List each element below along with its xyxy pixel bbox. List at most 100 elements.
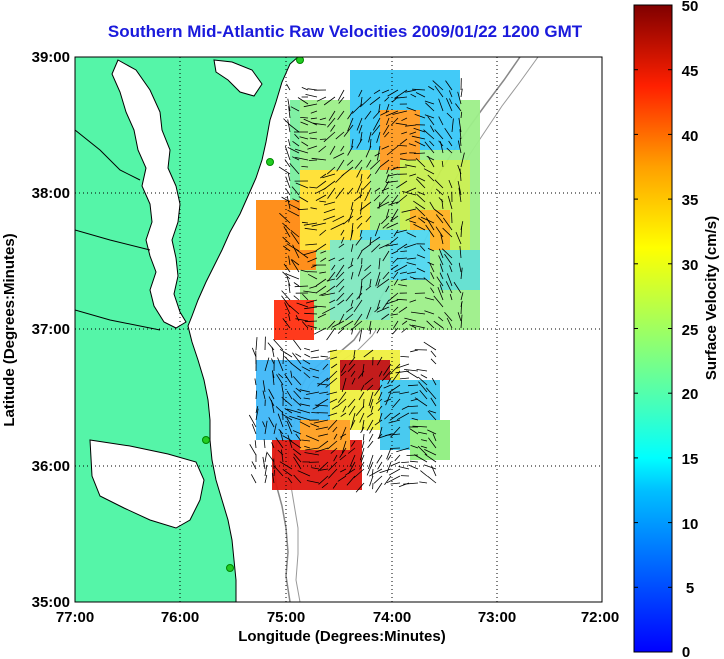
velocity-arrow xyxy=(378,257,381,270)
velocity-arrow xyxy=(295,157,309,161)
velocity-arrow xyxy=(367,173,372,180)
colorbar-tick-label: 30 xyxy=(682,257,699,274)
velocity-arrow xyxy=(314,404,329,407)
velocity-arrow xyxy=(417,431,428,435)
velocity-arrow xyxy=(360,454,365,463)
velocity-arrow xyxy=(347,117,354,132)
velocity-arrow xyxy=(318,475,329,485)
velocity-arrow xyxy=(293,474,302,484)
velocity-arrow xyxy=(251,347,257,358)
velocity-arrow xyxy=(338,96,345,104)
velocity-arrow xyxy=(306,480,320,484)
velocity-arrow xyxy=(290,229,300,238)
velocity-arrow xyxy=(391,370,401,384)
velocity-arrow xyxy=(278,166,291,175)
velocity-arrow xyxy=(360,426,365,434)
velocity-arrow xyxy=(303,250,318,256)
velocity-arrow xyxy=(301,87,309,91)
velocity-arrow xyxy=(407,384,419,387)
velocity-arrow xyxy=(405,124,417,127)
velocity-arrow xyxy=(307,325,318,329)
velocity-arrow xyxy=(364,377,374,386)
velocity-arrow xyxy=(363,349,374,358)
velocity-arrow xyxy=(311,467,320,470)
velocity-arrow xyxy=(379,468,392,474)
velocity-arrow xyxy=(385,299,399,305)
velocity-arrow xyxy=(460,88,463,98)
velocity-arrow xyxy=(251,423,257,435)
velocity-arrow xyxy=(366,419,374,431)
velocity-arrow xyxy=(389,412,401,421)
velocity-arrow xyxy=(288,255,291,266)
velocity-arrow xyxy=(290,370,293,379)
velocity-arrow xyxy=(255,337,258,351)
velocity-arrow xyxy=(347,398,356,408)
velocity-arrow xyxy=(460,314,463,329)
velocity-arrow xyxy=(326,285,336,293)
velocity-arrow xyxy=(337,89,345,101)
velocity-arrow xyxy=(418,217,426,224)
velocity-arrow xyxy=(339,454,347,461)
velocity-arrow xyxy=(427,248,435,252)
velocity-arrow xyxy=(398,306,408,313)
velocity-arrow xyxy=(440,234,444,245)
velocity-arrow xyxy=(318,145,327,153)
velocity-arrow xyxy=(409,324,417,329)
velocity-arrow xyxy=(295,387,302,393)
velocity-arrow xyxy=(433,320,444,329)
velocity-arrow xyxy=(354,313,363,326)
velocity-arrow xyxy=(304,445,311,449)
velocity-arrow xyxy=(347,264,354,269)
delaware-bay xyxy=(213,59,263,97)
velocity-arrow xyxy=(350,299,354,307)
velocity-arrow xyxy=(282,468,293,477)
velocity-arrow xyxy=(282,236,291,245)
velocity-arrow xyxy=(309,285,318,289)
velocity-arrow xyxy=(320,173,327,179)
velocity-arrow xyxy=(353,194,363,202)
velocity-arrow xyxy=(284,145,291,161)
colorbar-tick-label: 0 xyxy=(682,644,690,659)
velocity-arrow xyxy=(374,166,381,175)
colorbar-tick-label: 5 xyxy=(686,580,694,597)
velocity-arrow xyxy=(410,445,419,449)
velocity-arrow xyxy=(255,408,259,421)
velocity-arrow xyxy=(371,124,381,136)
velocity-arrow xyxy=(330,356,338,360)
velocity-arrow xyxy=(297,409,311,414)
velocity-arrow xyxy=(317,377,329,387)
velocity-arrow xyxy=(408,405,419,407)
velocity-arrow xyxy=(340,468,347,473)
velocity-arrow xyxy=(330,363,338,369)
potomac-river xyxy=(75,129,161,331)
velocity-arrow xyxy=(279,430,284,442)
velocity-arrow xyxy=(385,391,392,406)
velocity-arrow xyxy=(411,135,426,140)
x-axis: 77:00 76:00 75:00 74:00 73:00 72:00 Long… xyxy=(56,609,619,645)
velocity-arrow xyxy=(292,430,302,435)
velocity-arrow xyxy=(376,454,383,464)
velocity-arrow xyxy=(293,282,300,287)
velocity-arrow xyxy=(406,262,417,266)
velocity-arrow xyxy=(300,269,309,273)
velocity-arrow xyxy=(432,433,437,442)
velocity-arrow xyxy=(407,271,417,274)
velocity-arrow xyxy=(281,396,293,407)
velocity-arrow xyxy=(319,200,327,203)
velocity-arrow xyxy=(339,447,347,458)
velocity-arrow xyxy=(283,226,291,238)
velocity-arrow xyxy=(309,186,318,189)
velocity-arrow xyxy=(317,461,329,472)
velocity-arrow xyxy=(444,253,453,266)
velocity-arrow xyxy=(423,341,437,351)
velocity-arrow xyxy=(429,140,435,147)
velocity-arrow xyxy=(405,370,419,379)
velocity-arrow xyxy=(369,96,381,106)
velocity-arrow xyxy=(338,313,345,325)
velocity-arrow xyxy=(360,173,363,182)
x-tick-label: 74:00 xyxy=(373,609,411,626)
y-tick-label: 37:00 xyxy=(32,321,70,338)
velocity-arrow xyxy=(300,121,309,126)
velocity-arrow xyxy=(356,215,363,221)
velocity-arrow xyxy=(250,474,257,484)
